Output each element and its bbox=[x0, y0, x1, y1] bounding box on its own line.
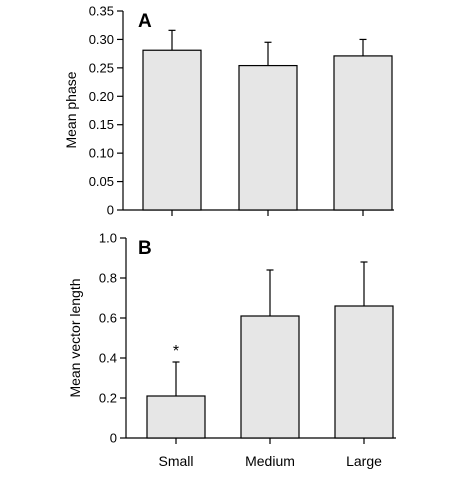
panel-a-y-tick-label: 0 bbox=[107, 203, 114, 218]
panel-a-y-axis-label: Mean phase bbox=[63, 71, 79, 148]
panel-a-letter: A bbox=[138, 11, 152, 32]
panel-b-category-label: Medium bbox=[245, 453, 295, 469]
panel-b-letter: B bbox=[138, 238, 152, 259]
panel-a-y-tick-label: 0.30 bbox=[89, 32, 114, 47]
panel-b-bar bbox=[240, 315, 300, 439]
panel-a-y-tick-label: 0.05 bbox=[89, 174, 114, 189]
panel-a-y-tick-label: 0.25 bbox=[89, 60, 114, 75]
panel-b-y-tick-label: 0.6 bbox=[99, 311, 117, 326]
panel-b-bar bbox=[146, 395, 206, 439]
panel-b-bar bbox=[334, 305, 394, 439]
panel-b-y-tick-label: 0.8 bbox=[99, 271, 117, 286]
panel-a-y-tick-label: 0.20 bbox=[89, 89, 114, 104]
panel-b-chart: 0 0.2 0.4 0.6 0.8 1.0 * Small Medium Large B Mean v… bbox=[67, 231, 396, 469]
panel-a-bar bbox=[142, 49, 202, 211]
panel-b-y-tick-label: 0 bbox=[110, 431, 117, 446]
panel-b-y-axis-label: Mean vector length bbox=[67, 278, 83, 397]
panel-b-significance-marker: * bbox=[173, 343, 179, 360]
panel-b-category-label: Small bbox=[158, 453, 193, 469]
panel-a-y-tick-label: 0.35 bbox=[89, 4, 114, 19]
panel-a-y-tick-label: 0.15 bbox=[89, 117, 114, 132]
panel-b-y-tick-label: 1.0 bbox=[99, 231, 117, 246]
panel-a-bar bbox=[333, 55, 393, 211]
panel-b-y-tick-label: 0.4 bbox=[99, 351, 117, 366]
panel-b-category-label: Large bbox=[346, 453, 382, 469]
panel-b-y-tick-label: 0.2 bbox=[99, 391, 117, 406]
panel-a-bar bbox=[238, 64, 298, 211]
panel-a-y-tick-label: 0.10 bbox=[89, 146, 114, 161]
panel-a-chart: 0 0.05 0.10 0.15 0.20 0.25 0.30 0.35 A Mean phase bbox=[63, 4, 394, 218]
